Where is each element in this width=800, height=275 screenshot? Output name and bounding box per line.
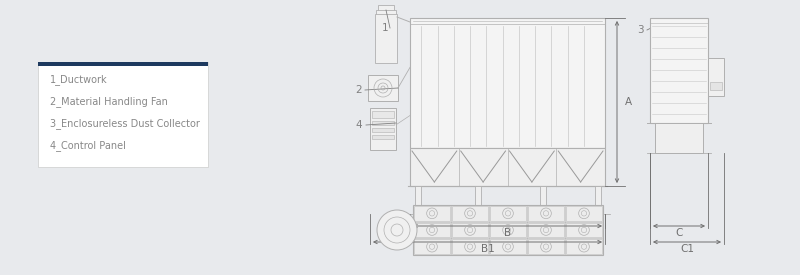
Bar: [490, 239, 526, 254]
Text: A: A: [625, 97, 632, 107]
Text: B: B: [504, 228, 511, 238]
Text: 2: 2: [355, 85, 362, 95]
Bar: [372, 135, 394, 139]
Bar: [410, 18, 605, 148]
Bar: [528, 223, 564, 237]
Text: 2_Material Handling Fan: 2_Material Handling Fan: [50, 97, 168, 108]
Bar: [540, 186, 546, 214]
Bar: [566, 239, 602, 254]
Bar: [372, 121, 394, 125]
Bar: [528, 206, 564, 221]
Bar: [710, 82, 722, 90]
Bar: [413, 205, 603, 255]
Bar: [650, 18, 708, 123]
Bar: [376, 10, 396, 15]
Text: 4_Control Panel: 4_Control Panel: [50, 141, 126, 152]
Text: 1_Ductwork: 1_Ductwork: [50, 75, 108, 86]
Bar: [368, 75, 398, 101]
Bar: [414, 206, 450, 221]
Bar: [452, 223, 488, 237]
Bar: [452, 206, 488, 221]
Bar: [38, 62, 208, 66]
Bar: [566, 223, 602, 237]
Bar: [372, 128, 394, 132]
Bar: [415, 186, 421, 214]
Bar: [475, 186, 481, 214]
Bar: [370, 108, 396, 150]
Bar: [566, 206, 602, 221]
Bar: [375, 14, 397, 63]
Bar: [708, 58, 724, 96]
Text: B1: B1: [481, 244, 494, 254]
Bar: [414, 239, 450, 254]
Bar: [414, 223, 450, 237]
Bar: [528, 239, 564, 254]
Text: 4: 4: [355, 120, 362, 130]
Text: C: C: [675, 228, 682, 238]
Text: 3: 3: [638, 25, 644, 35]
Bar: [490, 223, 526, 237]
Bar: [452, 239, 488, 254]
Bar: [595, 186, 601, 214]
Bar: [490, 206, 526, 221]
Bar: [38, 62, 208, 167]
Bar: [372, 111, 394, 118]
Bar: [655, 123, 703, 153]
Text: 1: 1: [382, 23, 388, 33]
Text: C1: C1: [680, 244, 694, 254]
Circle shape: [377, 210, 417, 250]
Text: 3_Enclosureless Dust Collector: 3_Enclosureless Dust Collector: [50, 119, 200, 130]
Bar: [410, 148, 605, 186]
Bar: [378, 5, 394, 11]
